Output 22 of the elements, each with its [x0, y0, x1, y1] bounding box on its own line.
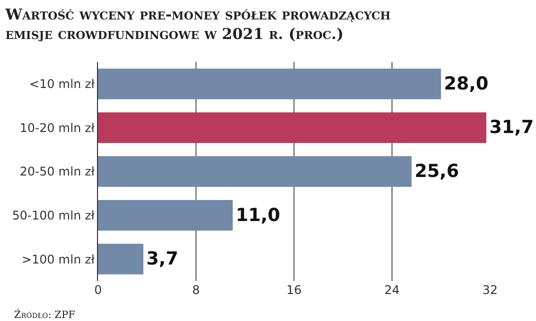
y-tick-label: 10-20 mln zł: [20, 120, 96, 135]
chart-title: Wartość wyceny pre-money spółek prowadzących emisje crowdfundingowe w 2021 r. (proc.): [4, 5, 391, 43]
y-tick-label: >100 mln zł: [22, 252, 96, 266]
y-tick-label: 50-100 mln zł: [12, 208, 96, 222]
data-label: 3,7: [146, 248, 178, 270]
bar: [98, 112, 486, 144]
bar: [98, 156, 412, 187]
data-label: 28,0: [444, 73, 488, 94]
bar: [98, 244, 144, 274]
bar: [98, 200, 233, 231]
y-tick-label: 20-50 mln zł: [20, 164, 96, 179]
x-tick-label: 32: [482, 283, 498, 297]
text: Źródło: ZPF: [14, 308, 76, 321]
data-label: 11,0: [236, 204, 280, 226]
bar: [98, 68, 441, 100]
data-label: 31,7: [489, 117, 534, 138]
x-tick-label: 0: [94, 283, 102, 297]
x-tick-label: 16: [286, 283, 302, 297]
x-tick-label: 8: [192, 283, 200, 297]
y-tick-label: <10 mln zł: [29, 77, 96, 92]
x-tick-label: 24: [384, 283, 400, 297]
data-label: 25,6: [414, 161, 460, 182]
